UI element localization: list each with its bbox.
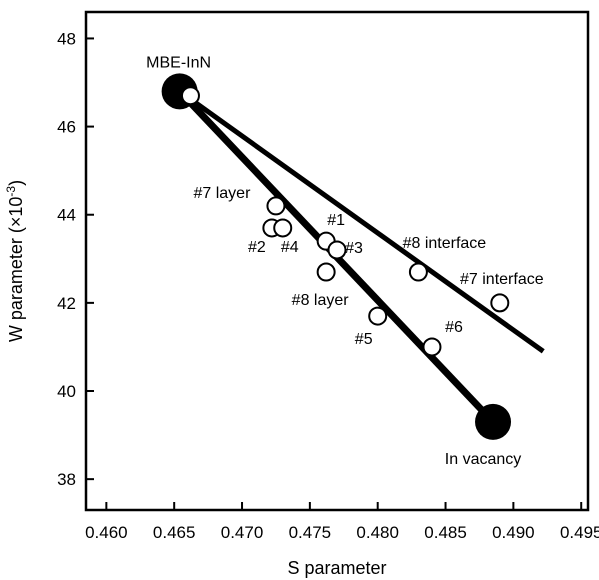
y-tick-label: 40 (57, 382, 76, 401)
point-label: #3 (345, 240, 363, 257)
x-tick-label: 0.470 (221, 523, 264, 542)
sample-point (316, 262, 336, 282)
point-label: MBE-InN (146, 54, 211, 71)
point-label: #1 (327, 212, 345, 229)
y-tick-label: 48 (57, 29, 76, 48)
sample-point (273, 218, 293, 238)
sample-point (490, 293, 510, 313)
sample-point (327, 240, 347, 260)
point-label: #8 layer (292, 292, 350, 309)
sample-point (368, 306, 388, 326)
point-label: #5 (355, 331, 373, 348)
sample-point (408, 262, 428, 282)
plot-frame (84, 10, 590, 512)
y-tick-label: 46 (57, 118, 76, 137)
reference-point (475, 403, 512, 440)
point-label: #8 interface (403, 235, 487, 252)
y-axis-title: W parameter (×10-3) (4, 180, 26, 342)
x-tick-label: 0.495 (560, 523, 599, 542)
trend-line-2 (178, 89, 545, 354)
x-tick-label: 0.475 (289, 523, 332, 542)
point-label: #4 (281, 239, 299, 256)
point-labels: MBE-InN In vacancy #7 layer #2 #4 #1#3 #8 laye… (146, 54, 544, 468)
data-points (161, 73, 512, 440)
point-label: #2 (248, 239, 266, 256)
sample-point (422, 337, 442, 357)
x-tick-label: 0.490 (492, 523, 535, 542)
x-tick-label: 0.460 (85, 523, 128, 542)
x-axis-ticks: 0.460 0.465 0.470 0.475 0.480 0.485 0.490 0.495 (85, 502, 599, 542)
point-label: #7 interface (460, 271, 544, 288)
sample-point (266, 196, 286, 216)
y-axis-ticks: 38 40 42 44 46 48 (57, 29, 94, 489)
x-axis-title: S parameter (287, 558, 386, 578)
point-label: #7 layer (193, 185, 251, 202)
x-tick-label: 0.465 (153, 523, 196, 542)
y-axis-title-main: W parameter (×10 (6, 197, 26, 343)
y-tick-label: 42 (57, 294, 76, 313)
point-label: In vacancy (445, 451, 521, 468)
sample-point (180, 86, 200, 106)
point-label: #6 (445, 319, 463, 336)
y-axis-title-exponent: -3 (4, 186, 18, 197)
y-tick-label: 38 (57, 470, 76, 489)
x-tick-label: 0.480 (356, 523, 399, 542)
x-tick-label: 0.485 (424, 523, 467, 542)
y-axis-title-close: ) (6, 180, 26, 186)
y-tick-label: 44 (57, 206, 76, 225)
